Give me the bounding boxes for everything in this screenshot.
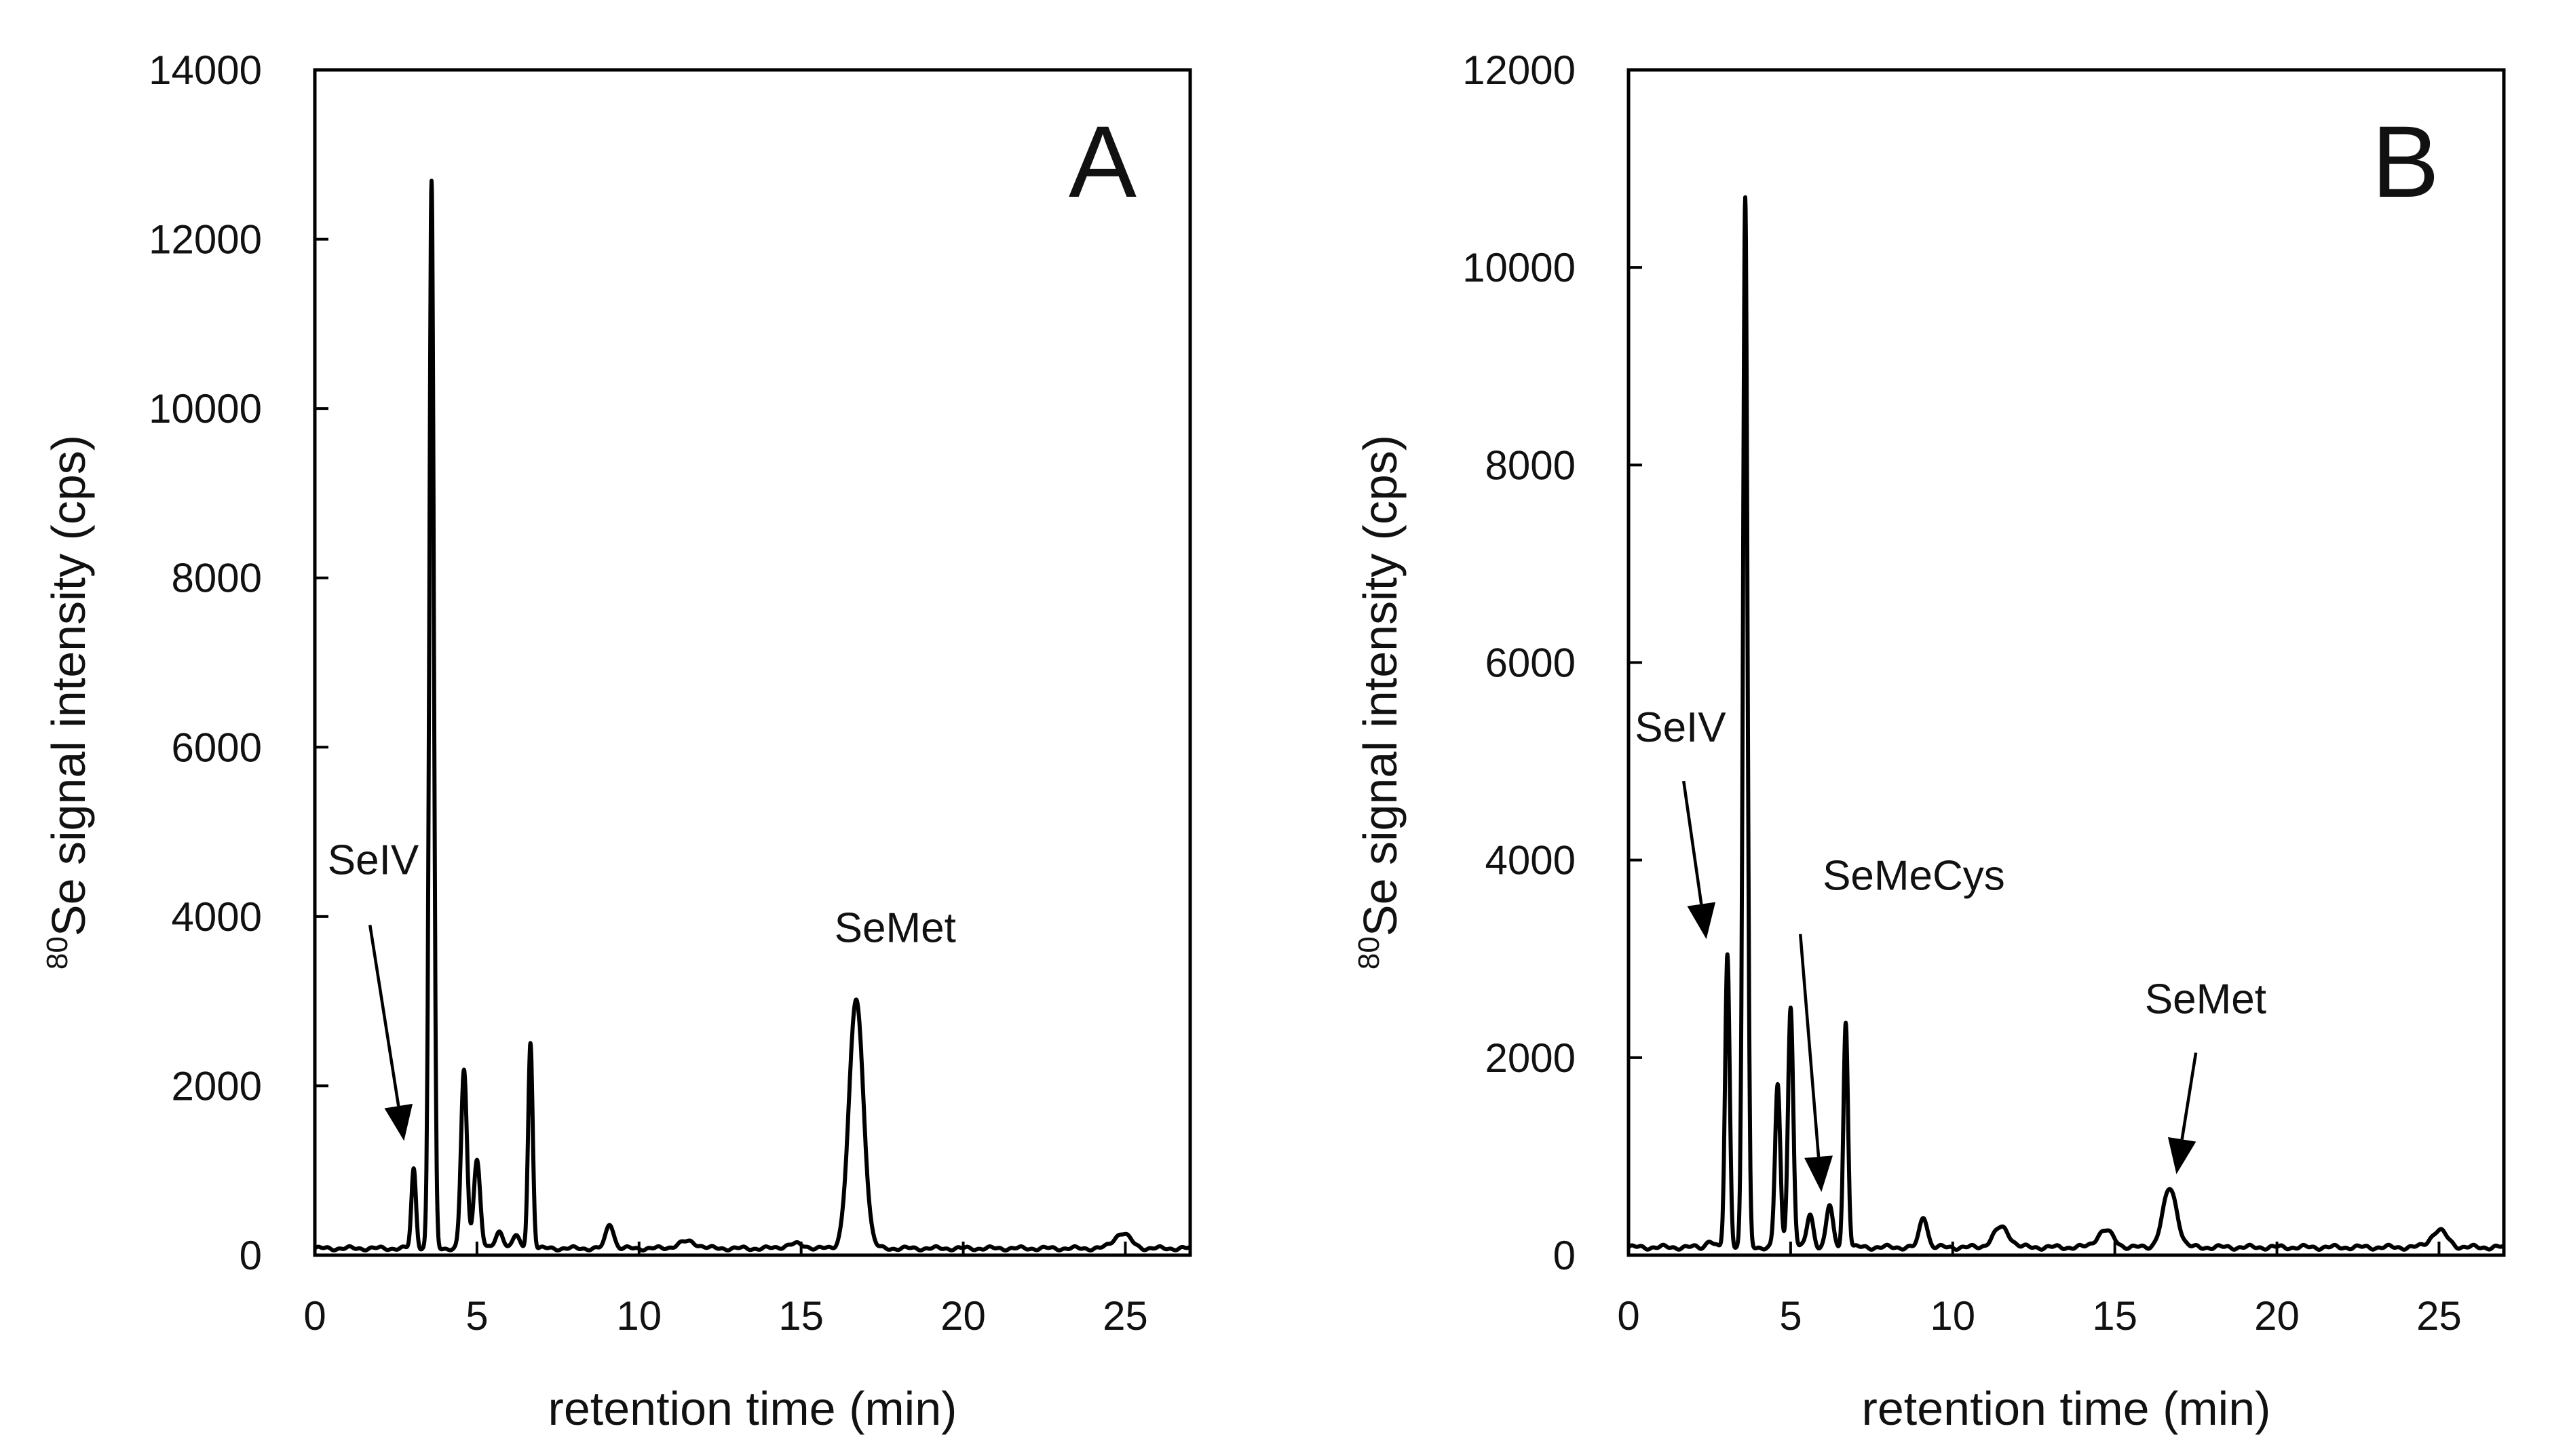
panel-a-x-tick-label: 15 [778, 1293, 824, 1339]
panel-a-y-tick-label: 10000 [149, 386, 262, 432]
panel-b-arrow-semecys [1798, 934, 1821, 1157]
panel-a-y-tick-label: 8000 [172, 556, 262, 601]
panel-b-arrowhead-semecys [1804, 1155, 1833, 1192]
panel-b-y-tick-label: 4000 [1485, 838, 1576, 883]
panel-a-chromatogram-trace [313, 178, 1192, 1253]
panel-b-annotation-seiv: SeIV [1635, 704, 1726, 751]
panel-a-annotation-seiv: SeIV [328, 837, 419, 883]
panel-b-y-axis-title-superscript: 80 [1352, 936, 1386, 970]
panel-a-y-axis-title: 80Se signal intensity (cps) [41, 435, 95, 970]
panel-a-x-tick-label: 0 [303, 1293, 326, 1339]
panel-b-arrowhead-seiv [1687, 902, 1716, 940]
panel-b-x-tick-label: 20 [2254, 1293, 2300, 1339]
panel-b-annotation-semecys: SeMeCys [1823, 852, 2005, 899]
panel-a-x-tick-label: 20 [940, 1293, 986, 1339]
panel-a-y-tick-label: 12000 [149, 217, 262, 263]
panel-b-y-ticks: 0 2000 4000 6000 8000 10000 12000 [1462, 47, 1642, 1278]
panel-b-x-ticks: 0 5 10 15 20 25 [1617, 1242, 2462, 1339]
panel-b-annotations: SeIV SeMeCys SeMet [1635, 704, 2266, 1192]
panel-b-y-tick-label: 10000 [1462, 245, 1576, 290]
panel-b-plot-frame [1626, 68, 2506, 1257]
panel-b-arrow-seiv [1681, 780, 1703, 904]
panel-a-x-tick-label: 25 [1103, 1293, 1148, 1339]
panel-b-y-axis-title: 80Se signal intensity (cps) [1352, 435, 1407, 970]
panel-a-y-tick-label: 0 [240, 1233, 262, 1278]
panel-b-x-tick-label: 10 [1930, 1293, 1975, 1339]
panel-b-x-tick-label: 5 [1779, 1293, 1802, 1339]
panel-a-y-ticks: 0 2000 4000 6000 8000 10000 12000 14000 [149, 47, 328, 1278]
panel-a-annotations: SeIV SeMet [328, 837, 956, 1141]
svg-text:80Se signal intensity (cps): 80Se signal intensity (cps) [41, 435, 95, 970]
panel-b-x-axis-title: retention time (min) [1862, 1382, 2271, 1435]
panel-b: 80Se signal intensity (cps) 0 2000 4000 600… [1352, 47, 2506, 1435]
panel-a-x-ticks: 0 5 10 15 20 25 [303, 1242, 1148, 1339]
panel-b-y-tick-label: 0 [1553, 1233, 1576, 1278]
panel-a-plot-frame [313, 68, 1192, 1257]
panel-b-x-tick-label: 15 [2092, 1293, 2137, 1339]
panel-a-y-tick-label: 14000 [149, 47, 262, 93]
panel-a-x-axis-title: retention time (min) [548, 1382, 957, 1435]
svg-text:80Se signal intensity (cps): 80Se signal intensity (cps) [1352, 435, 1407, 970]
panel-a-x-tick-label: 5 [465, 1293, 488, 1339]
panel-b-y-tick-label: 6000 [1485, 640, 1576, 686]
panel-a-y-tick-label: 4000 [172, 894, 262, 940]
panel-a-y-axis-title-superscript: 80 [41, 936, 74, 970]
panel-a-annotation-semet: SeMet [835, 904, 956, 951]
panel-a-label: A [1069, 104, 1137, 218]
panel-b-arrowhead-semet [2167, 1136, 2196, 1174]
panel-a-arrow-seiv [368, 924, 400, 1107]
panel-b-y-axis-title-text: Se signal intensity (cps) [1354, 435, 1407, 936]
panel-a: 80Se signal intensity (cps) 0 2000 4000 600… [41, 47, 1192, 1435]
panel-b-x-tick-label: 25 [2416, 1293, 2462, 1339]
panel-a-y-tick-label: 2000 [172, 1063, 262, 1109]
panel-b-y-tick-label: 12000 [1462, 47, 1576, 93]
panel-a-y-tick-label: 6000 [172, 725, 262, 770]
panel-b-chromatogram-trace [1626, 195, 2506, 1252]
panel-b-y-tick-label: 2000 [1485, 1035, 1576, 1081]
panel-a-arrowhead-seiv [384, 1103, 413, 1141]
panel-b-x-tick-label: 0 [1617, 1293, 1639, 1339]
panel-b-label: B [2372, 104, 2439, 218]
panel-b-arrow-semet [2180, 1052, 2198, 1140]
panel-a-x-tick-label: 10 [616, 1293, 662, 1339]
panel-b-annotation-semet: SeMet [2145, 976, 2266, 1022]
panel-b-y-tick-label: 8000 [1485, 442, 1576, 488]
panel-a-y-axis-title-text: Se signal intensity (cps) [42, 435, 95, 936]
